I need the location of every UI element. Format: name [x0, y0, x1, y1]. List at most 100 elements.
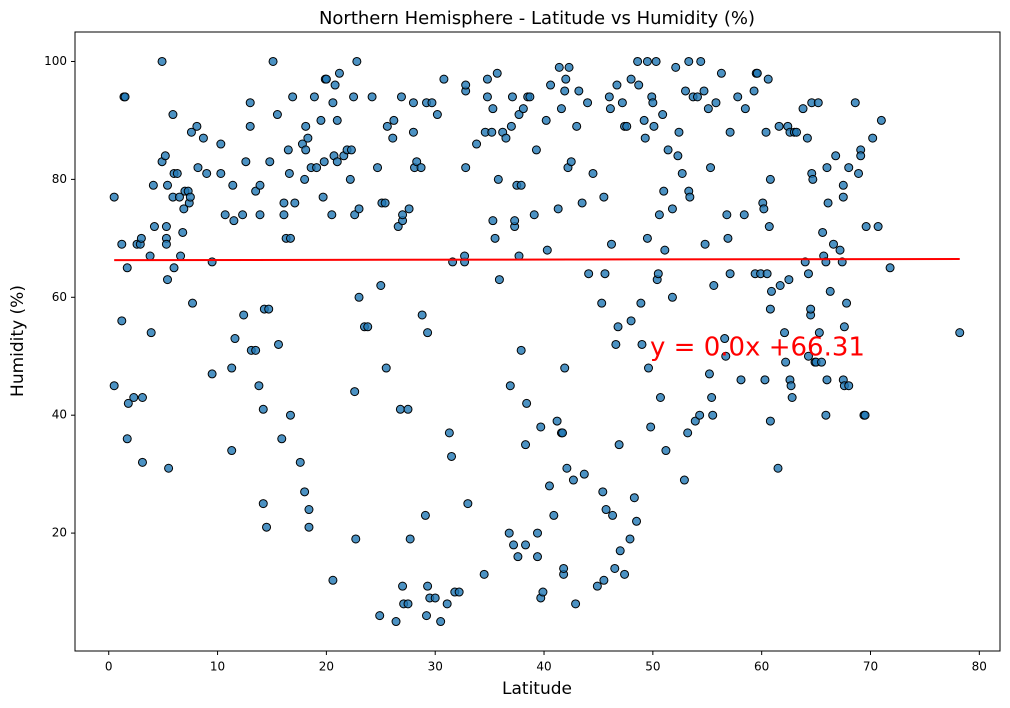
point — [620, 569, 630, 579]
point — [122, 263, 132, 273]
point — [354, 204, 364, 214]
point — [559, 563, 569, 573]
point — [161, 222, 171, 232]
point — [461, 80, 471, 90]
point — [786, 381, 796, 391]
point — [775, 280, 785, 290]
point — [513, 552, 523, 562]
point — [613, 322, 623, 332]
point — [572, 121, 582, 131]
point — [752, 68, 762, 78]
point — [787, 393, 797, 403]
point — [821, 410, 831, 420]
point — [699, 86, 709, 96]
point — [216, 168, 226, 178]
point — [381, 363, 391, 373]
point — [304, 505, 314, 515]
point — [416, 163, 426, 173]
point — [137, 393, 147, 403]
point — [838, 180, 848, 190]
point — [185, 192, 195, 202]
point — [599, 192, 609, 202]
point — [667, 292, 677, 302]
point — [427, 98, 437, 108]
point — [792, 127, 801, 137]
point — [350, 210, 360, 220]
point — [304, 522, 314, 532]
point — [599, 575, 609, 585]
y-tick-label: 60 — [52, 290, 67, 304]
point — [274, 339, 283, 349]
point — [648, 98, 658, 108]
point — [389, 115, 399, 125]
point — [601, 505, 611, 515]
point — [683, 428, 693, 438]
point — [733, 92, 743, 102]
point — [506, 121, 516, 131]
point — [614, 440, 624, 450]
point — [193, 163, 203, 173]
point — [391, 617, 401, 627]
point — [636, 298, 646, 308]
point — [564, 62, 574, 72]
point — [380, 198, 390, 208]
point — [268, 56, 278, 66]
point — [254, 381, 264, 391]
point — [482, 74, 492, 84]
point — [230, 334, 240, 344]
point — [552, 416, 562, 426]
point — [285, 410, 295, 420]
point — [442, 599, 452, 609]
point — [382, 121, 392, 131]
point — [277, 434, 287, 444]
point — [228, 180, 238, 190]
point — [560, 363, 570, 373]
point — [615, 546, 625, 556]
point — [295, 457, 305, 467]
point — [538, 587, 548, 597]
point — [395, 404, 405, 414]
point — [388, 133, 398, 143]
point — [321, 74, 331, 84]
point — [663, 145, 673, 155]
point — [163, 275, 172, 285]
point — [157, 56, 167, 66]
point — [579, 469, 589, 479]
point — [554, 62, 564, 72]
point — [149, 222, 159, 232]
point — [611, 339, 621, 349]
point — [780, 328, 790, 338]
point — [560, 86, 570, 96]
point — [408, 127, 418, 137]
point — [251, 186, 261, 196]
point — [488, 216, 498, 226]
point — [642, 233, 652, 243]
point — [667, 204, 677, 214]
point — [642, 56, 652, 66]
point — [704, 369, 714, 379]
point — [696, 56, 706, 66]
regression-line — [114, 257, 960, 262]
point — [803, 351, 813, 361]
point — [739, 210, 749, 220]
point — [854, 168, 864, 178]
point — [202, 168, 212, 178]
point — [494, 275, 504, 285]
regression-annotation: y = 0.0x +66.31 — [650, 333, 865, 363]
point — [178, 227, 188, 237]
point — [258, 499, 268, 509]
point — [633, 56, 643, 66]
point — [671, 62, 681, 72]
y-axis-label: Humidity (%) — [8, 285, 28, 397]
point — [436, 617, 446, 627]
point — [109, 192, 119, 202]
point — [806, 304, 816, 314]
point — [316, 115, 326, 125]
point — [707, 393, 717, 403]
point — [659, 186, 669, 196]
point — [562, 463, 572, 473]
point — [823, 198, 833, 208]
point — [651, 56, 661, 66]
y-tick-label: 100 — [44, 54, 67, 68]
point — [227, 446, 237, 456]
